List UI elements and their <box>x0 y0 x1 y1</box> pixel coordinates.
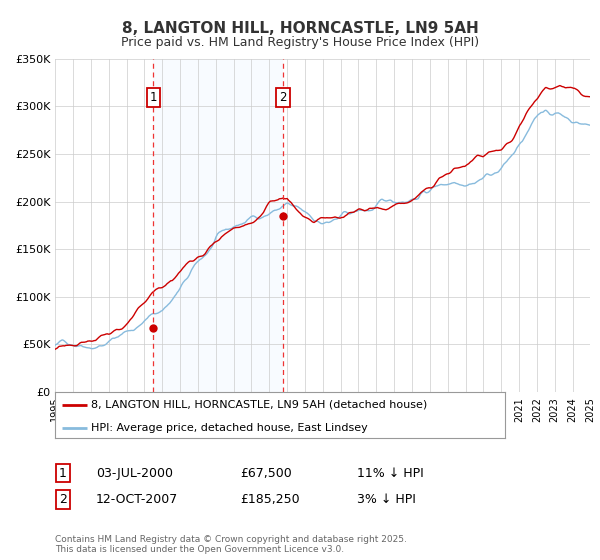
Text: 8, LANGTON HILL, HORNCASTLE, LN9 5AH: 8, LANGTON HILL, HORNCASTLE, LN9 5AH <box>122 21 478 36</box>
Text: HPI: Average price, detached house, East Lindsey: HPI: Average price, detached house, East… <box>91 423 368 433</box>
Text: 11% ↓ HPI: 11% ↓ HPI <box>357 466 424 480</box>
Text: 1: 1 <box>149 91 157 104</box>
Bar <box>154 59 283 392</box>
Text: 8, LANGTON HILL, HORNCASTLE, LN9 5AH (detached house): 8, LANGTON HILL, HORNCASTLE, LN9 5AH (de… <box>91 400 427 410</box>
Text: Contains HM Land Registry data © Crown copyright and database right 2025.
This d: Contains HM Land Registry data © Crown c… <box>55 535 407 554</box>
Text: 2: 2 <box>59 493 67 506</box>
Text: 1: 1 <box>59 466 67 480</box>
Text: £185,250: £185,250 <box>240 493 299 506</box>
Text: 3% ↓ HPI: 3% ↓ HPI <box>357 493 416 506</box>
Text: Price paid vs. HM Land Registry's House Price Index (HPI): Price paid vs. HM Land Registry's House … <box>121 36 479 49</box>
Text: 03-JUL-2000: 03-JUL-2000 <box>96 466 173 480</box>
Text: £67,500: £67,500 <box>240 466 292 480</box>
Text: 12-OCT-2007: 12-OCT-2007 <box>96 493 178 506</box>
Text: 2: 2 <box>280 91 287 104</box>
